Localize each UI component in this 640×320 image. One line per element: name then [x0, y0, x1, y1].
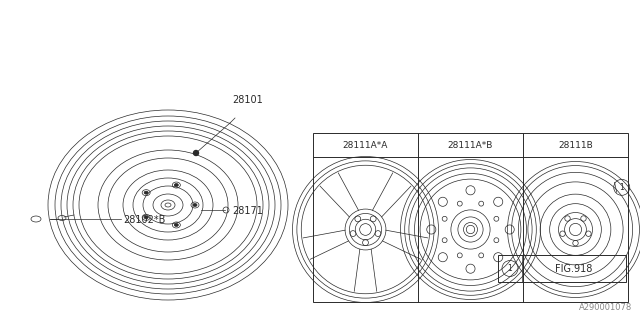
- Text: 28101: 28101: [232, 95, 263, 105]
- Text: 28111B: 28111B: [558, 140, 593, 149]
- Circle shape: [193, 150, 198, 156]
- Text: 1: 1: [508, 264, 513, 273]
- Ellipse shape: [174, 184, 179, 187]
- Text: 1: 1: [620, 183, 624, 192]
- Text: FIG.918: FIG.918: [556, 263, 593, 274]
- Text: 28171: 28171: [232, 206, 263, 216]
- Text: 28111A*B: 28111A*B: [448, 140, 493, 149]
- Ellipse shape: [144, 191, 148, 194]
- Bar: [498, 255, 626, 282]
- Text: A290001078: A290001078: [579, 303, 632, 312]
- Ellipse shape: [165, 203, 171, 207]
- Ellipse shape: [193, 204, 197, 206]
- Ellipse shape: [174, 223, 179, 227]
- Bar: [313, 133, 628, 302]
- Text: 28111A*A: 28111A*A: [343, 140, 388, 149]
- Text: 28102*B: 28102*B: [123, 215, 165, 225]
- Ellipse shape: [144, 216, 148, 219]
